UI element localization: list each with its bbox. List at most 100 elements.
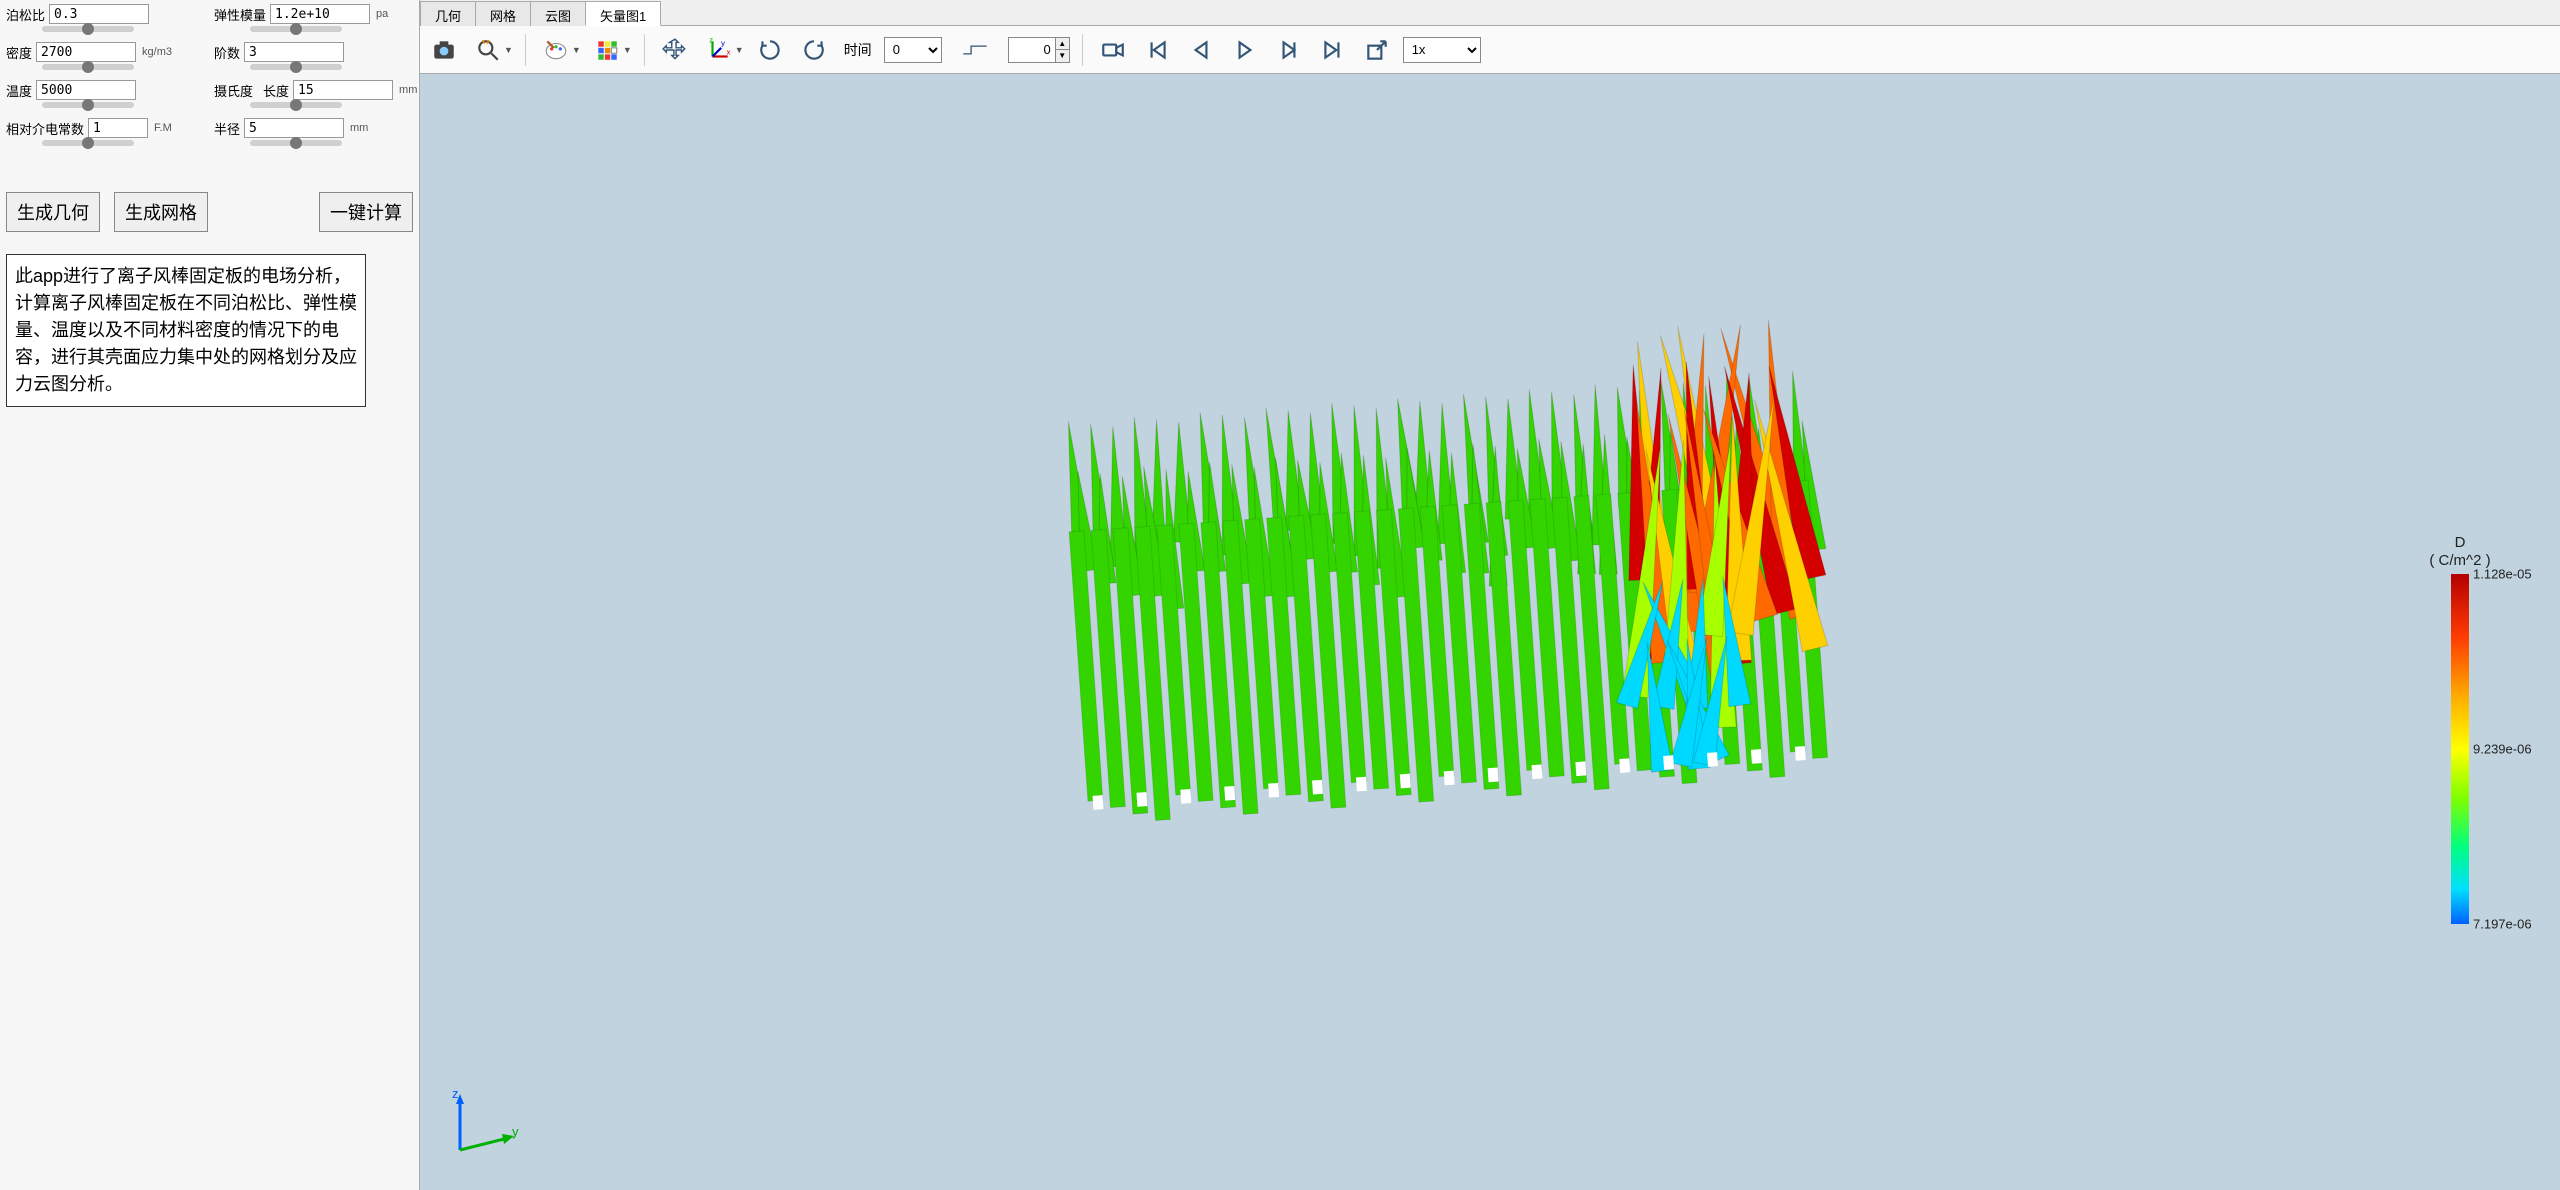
param-label-relperm: 相对介电常数	[6, 119, 84, 138]
param-label-celsius: 摄氏度	[214, 81, 253, 100]
rotate-cw-icon	[801, 37, 827, 63]
param-slider-order[interactable]	[250, 64, 342, 70]
legend-low: 7.197e-06	[2473, 917, 2532, 932]
param-input-poisson[interactable]	[49, 4, 149, 24]
param-label-order: 阶数	[214, 43, 240, 62]
frame-spinner[interactable]: ▲ ▼	[1008, 37, 1070, 63]
svg-text:y: y	[512, 1124, 519, 1139]
compute-button[interactable]: 一键计算	[319, 192, 413, 232]
skip-last-icon	[1320, 37, 1346, 63]
zoom-button[interactable]	[470, 32, 506, 68]
parameter-panel: 泊松比 弹性模量 pa 密度 kg/m3	[6, 4, 413, 152]
step-icon	[962, 37, 988, 63]
prev-frame-button[interactable]	[1183, 32, 1219, 68]
snapshot-button[interactable]	[426, 32, 462, 68]
param-input-temp[interactable]	[36, 80, 136, 100]
description-box: 此app进行了离子风棒固定板的电场分析，计算离子风棒固定板在不同泊松比、弹性模量…	[6, 254, 366, 407]
axis-dropdown-caret[interactable]: ▼	[735, 45, 744, 55]
param-input-order[interactable]	[244, 42, 344, 62]
param-slider-youngs[interactable]	[250, 26, 342, 32]
param-unit-youngs: pa	[376, 8, 388, 20]
step-wave-button[interactable]	[950, 32, 1000, 68]
axes-icon: z xy	[706, 37, 732, 63]
legend-bar: 1.128e-05 9.239e-06 7.197e-06	[2451, 574, 2469, 924]
time-select[interactable]: 0	[884, 37, 942, 63]
palette-icon	[543, 37, 569, 63]
svg-text:z: z	[709, 37, 713, 44]
first-frame-button[interactable]	[1139, 32, 1175, 68]
param-slider-temp[interactable]	[42, 102, 134, 108]
camcorder-icon	[1100, 37, 1126, 63]
param-input-youngs[interactable]	[270, 4, 370, 24]
rotate-cw-button[interactable]	[796, 32, 832, 68]
legend-mid: 9.239e-06	[2473, 742, 2532, 757]
last-frame-button[interactable]	[1315, 32, 1351, 68]
param-slider-length[interactable]	[250, 102, 342, 108]
color-legend: D ( C/m^2 ) 1.128e-05 9.239e-06 7.197e-0…	[2390, 534, 2530, 924]
3d-viewport[interactable]: D ( C/m^2 ) 1.128e-05 9.239e-06 7.197e-0…	[420, 74, 2560, 1190]
rubik-icon	[594, 37, 620, 63]
tab-geometry[interactable]: 几何	[420, 1, 476, 26]
paintbrush-button[interactable]	[538, 32, 574, 68]
record-button[interactable]	[1095, 32, 1131, 68]
param-unit-relperm: F.M	[154, 122, 172, 134]
build-mesh-button[interactable]: 生成网格	[114, 192, 208, 232]
play-button[interactable]	[1227, 32, 1263, 68]
sidebar: 泊松比 弹性模量 pa 密度 kg/m3	[0, 0, 420, 1190]
param-label-poisson: 泊松比	[6, 5, 45, 24]
rotate-ccw-button[interactable]	[752, 32, 788, 68]
axis-triad: z y	[440, 1080, 530, 1170]
param-input-length[interactable]	[293, 80, 393, 100]
step-back-icon	[1188, 37, 1214, 63]
param-input-relperm[interactable]	[88, 118, 148, 138]
colormap-dropdown-caret[interactable]: ▼	[623, 45, 632, 55]
param-input-density[interactable]	[36, 42, 136, 62]
speed-select[interactable]: 1x	[1403, 37, 1481, 63]
vector-field-plot	[1020, 294, 2020, 994]
tab-mesh[interactable]: 网格	[475, 1, 531, 26]
svg-text:y: y	[721, 38, 725, 47]
build-geometry-button[interactable]: 生成几何	[6, 192, 100, 232]
camera-icon	[431, 37, 457, 63]
play-icon	[1232, 37, 1258, 63]
axis-orient-button[interactable]: z xy	[701, 32, 737, 68]
move-icon	[662, 37, 688, 63]
param-label-length: 长度	[263, 81, 289, 100]
param-label-density: 密度	[6, 43, 32, 62]
rotate-ccw-icon	[757, 37, 783, 63]
main-area: 几何 网格 云图 矢量图1 ▼ ▼	[420, 0, 2560, 1190]
export-button[interactable]	[1359, 32, 1395, 68]
colormap-button[interactable]	[589, 32, 625, 68]
svg-text:x: x	[726, 47, 730, 56]
pan-button[interactable]	[657, 32, 693, 68]
frame-down-button[interactable]: ▼	[1055, 50, 1069, 62]
param-label-radius: 半径	[214, 119, 240, 138]
tab-vector[interactable]: 矢量图1	[585, 1, 661, 26]
param-slider-radius[interactable]	[250, 140, 342, 146]
frame-up-button[interactable]: ▲	[1055, 38, 1069, 50]
param-label-temp: 温度	[6, 81, 32, 100]
param-slider-poisson[interactable]	[42, 26, 134, 32]
magnifier-icon	[475, 37, 501, 63]
tab-contour[interactable]: 云图	[530, 1, 586, 26]
frame-input[interactable]	[1009, 38, 1055, 62]
svg-text:z: z	[452, 1086, 459, 1101]
zoom-dropdown-caret[interactable]: ▼	[504, 45, 513, 55]
skip-first-icon	[1144, 37, 1170, 63]
viewport-toolbar: ▼ ▼ ▼	[420, 26, 2560, 74]
param-label-youngs: 弹性模量	[214, 5, 266, 24]
export-icon	[1364, 37, 1390, 63]
param-slider-density[interactable]	[42, 64, 134, 70]
legend-title-1: D	[2455, 534, 2466, 551]
param-unit-density: kg/m3	[142, 46, 172, 58]
view-tabs: 几何 网格 云图 矢量图1	[420, 0, 2560, 26]
step-fwd-icon	[1276, 37, 1302, 63]
param-slider-relperm[interactable]	[42, 140, 134, 146]
next-frame-button[interactable]	[1271, 32, 1307, 68]
param-unit-radius: mm	[350, 122, 368, 134]
palette-dropdown-caret[interactable]: ▼	[572, 45, 581, 55]
param-unit-length: mm	[399, 84, 417, 96]
legend-max: 1.128e-05	[2473, 567, 2532, 582]
time-label: 时间	[844, 40, 872, 60]
param-input-radius[interactable]	[244, 118, 344, 138]
